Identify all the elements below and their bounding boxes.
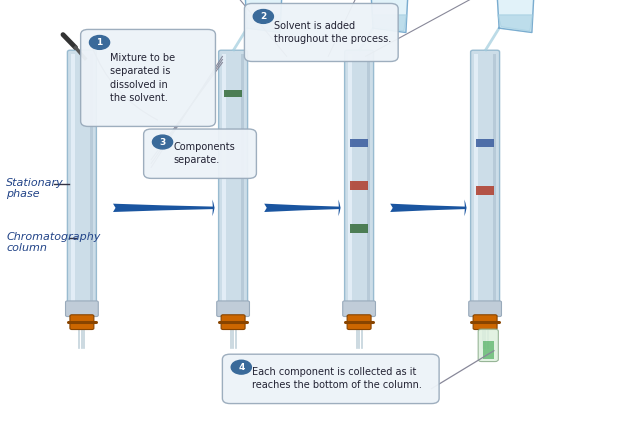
Bar	[493, 54, 496, 301]
FancyBboxPatch shape	[345, 50, 374, 305]
Polygon shape	[246, 15, 281, 31]
Bar	[476, 186, 494, 195]
Bar	[350, 224, 368, 233]
Bar	[348, 54, 352, 301]
Text: 3: 3	[159, 138, 166, 146]
Text: Stationary
phase: Stationary phase	[6, 178, 64, 199]
Bar	[89, 54, 93, 301]
Polygon shape	[371, 0, 408, 32]
Circle shape	[152, 135, 173, 149]
Circle shape	[89, 36, 110, 49]
Bar	[222, 54, 226, 301]
FancyBboxPatch shape	[81, 29, 215, 126]
FancyBboxPatch shape	[244, 3, 398, 61]
FancyBboxPatch shape	[221, 315, 245, 330]
Bar	[350, 139, 368, 147]
FancyBboxPatch shape	[70, 315, 94, 330]
Text: 4: 4	[238, 363, 244, 372]
Circle shape	[253, 10, 273, 23]
Bar	[476, 139, 494, 147]
Polygon shape	[245, 0, 282, 32]
FancyBboxPatch shape	[469, 301, 501, 317]
FancyBboxPatch shape	[144, 129, 256, 178]
Bar	[241, 54, 244, 301]
Bar	[224, 90, 242, 97]
FancyBboxPatch shape	[222, 354, 439, 404]
FancyBboxPatch shape	[66, 301, 98, 317]
Text: Components
separate.: Components separate.	[173, 142, 235, 165]
Polygon shape	[498, 15, 533, 31]
FancyBboxPatch shape	[343, 301, 375, 317]
FancyBboxPatch shape	[347, 315, 371, 330]
FancyBboxPatch shape	[217, 301, 249, 317]
Text: Solvent is added
throughout the process.: Solvent is added throughout the process.	[274, 21, 391, 44]
FancyBboxPatch shape	[473, 315, 497, 330]
Text: Each component is collected as it
reaches the bottom of the column.: Each component is collected as it reache…	[252, 367, 422, 391]
FancyBboxPatch shape	[67, 50, 96, 305]
Polygon shape	[372, 15, 407, 31]
Text: Mixture to be
separated is
dissolved in
the solvent.: Mixture to be separated is dissolved in …	[110, 53, 175, 103]
Text: Chromatography
column: Chromatography column	[6, 232, 101, 253]
Text: 1: 1	[96, 38, 103, 47]
Bar	[483, 341, 494, 359]
FancyBboxPatch shape	[471, 50, 500, 305]
Text: 2: 2	[260, 12, 266, 21]
FancyBboxPatch shape	[478, 329, 498, 362]
Bar	[367, 54, 370, 301]
Bar	[474, 54, 478, 301]
Bar	[71, 54, 75, 301]
Circle shape	[231, 360, 251, 374]
FancyBboxPatch shape	[219, 50, 248, 305]
Polygon shape	[497, 0, 534, 32]
Bar	[350, 181, 368, 190]
